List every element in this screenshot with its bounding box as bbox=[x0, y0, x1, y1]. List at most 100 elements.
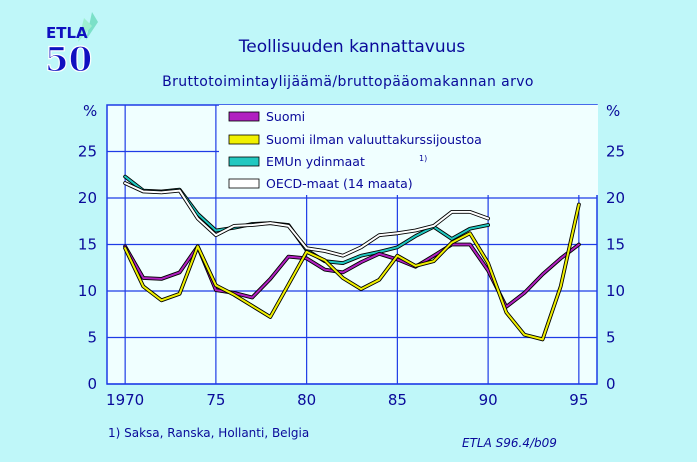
series-point-3 bbox=[214, 234, 217, 237]
series-point-0 bbox=[577, 243, 580, 246]
series-point-0 bbox=[523, 291, 526, 294]
series-point-1 bbox=[251, 304, 254, 307]
y-axis-unit-left: % bbox=[83, 102, 97, 120]
series-point-3 bbox=[305, 247, 308, 250]
series-point-2 bbox=[196, 212, 199, 215]
series-point-3 bbox=[287, 225, 290, 227]
y-tick-label-left: 0 bbox=[87, 375, 97, 393]
series-point-3 bbox=[233, 225, 235, 227]
legend-swatch-suomi bbox=[228, 111, 260, 122]
series-point-2 bbox=[414, 235, 417, 238]
series-point-1 bbox=[269, 316, 272, 318]
tick-labels: 0 0 5 5 10 10 15 15 20 20 25 25 1970 75 80 85 90 95 bbox=[78, 143, 625, 410]
series-point-0 bbox=[305, 257, 308, 260]
y-tick-label-left: 5 bbox=[87, 329, 97, 347]
x-tick-label: 1970 bbox=[106, 391, 144, 409]
series-point-1 bbox=[124, 247, 127, 250]
legend-label-oecd: OECD-maat (14 maata) bbox=[266, 176, 413, 191]
y-tick-label-right: 5 bbox=[606, 329, 616, 347]
footnote: 1) Saksa, Ranska, Hollanti, Belgia bbox=[108, 426, 309, 440]
x-tick-label: 85 bbox=[388, 391, 407, 409]
series-point-0 bbox=[142, 277, 145, 279]
series-point-2 bbox=[214, 229, 217, 232]
series-point-3 bbox=[142, 190, 145, 193]
y-tick-label-right: 0 bbox=[606, 375, 616, 393]
series-point-2 bbox=[342, 262, 344, 264]
series-point-2 bbox=[360, 254, 362, 257]
series-point-1 bbox=[559, 285, 562, 288]
series-point-1 bbox=[287, 283, 290, 286]
series-point-0 bbox=[178, 271, 181, 274]
series-point-1 bbox=[469, 232, 471, 235]
y-tick-label-right: 20 bbox=[606, 189, 625, 207]
series-point-1 bbox=[577, 203, 580, 206]
series-point-1 bbox=[523, 333, 526, 336]
series-point-3 bbox=[360, 246, 362, 249]
y-tick-label-left: 20 bbox=[78, 189, 97, 207]
y-tick-label-right: 10 bbox=[606, 282, 625, 300]
series-point-1 bbox=[360, 288, 362, 291]
etla-logo: ETLA 50 bbox=[44, 12, 98, 81]
series-point-1 bbox=[505, 311, 508, 314]
series-point-0 bbox=[342, 271, 344, 274]
series-point-0 bbox=[287, 255, 290, 258]
y-tick-label-right: 15 bbox=[606, 236, 625, 254]
legend-box bbox=[219, 105, 598, 195]
series-point-3 bbox=[469, 211, 471, 213]
series-point-3 bbox=[251, 224, 254, 226]
series-point-3 bbox=[487, 217, 490, 220]
series-point-1 bbox=[378, 278, 381, 281]
series-point-0 bbox=[214, 289, 217, 291]
series-point-0 bbox=[432, 254, 435, 257]
source-label: ETLA S96.4/b09 bbox=[462, 436, 557, 450]
series-point-1 bbox=[160, 299, 163, 302]
series-point-1 bbox=[323, 259, 326, 262]
legend-footnote-ref: 1) bbox=[419, 154, 427, 163]
legend-swatch-suomi-ilman bbox=[228, 134, 260, 145]
series-point-0 bbox=[559, 257, 562, 260]
series-point-0 bbox=[160, 278, 163, 280]
series-point-3 bbox=[342, 254, 344, 257]
y-tick-label-left: 25 bbox=[78, 143, 97, 161]
legend: Suomi Suomi ilman valuuttakurssijoustoa … bbox=[219, 105, 598, 195]
chart-subtitle: Bruttotoimintaylijäämä/bruttopääomakanna… bbox=[162, 74, 534, 90]
series-point-1 bbox=[487, 262, 490, 264]
series-point-1 bbox=[196, 245, 199, 248]
series-point-3 bbox=[432, 225, 435, 227]
x-tick-label: 90 bbox=[479, 391, 498, 409]
series-line-1 bbox=[124, 203, 580, 341]
x-tick-label: 80 bbox=[297, 391, 316, 409]
series-point-2 bbox=[469, 227, 471, 230]
series-point-2 bbox=[396, 246, 399, 249]
series-point-3 bbox=[450, 211, 453, 213]
x-tick-label: 75 bbox=[206, 391, 225, 409]
logo-text-top: ETLA bbox=[46, 24, 88, 42]
chart-title: Teollisuuden kannattavuus bbox=[238, 37, 466, 57]
y-tick-label-left: 10 bbox=[78, 282, 97, 300]
series-point-0 bbox=[487, 269, 490, 272]
legend-swatch-emu bbox=[228, 156, 260, 167]
series-point-3 bbox=[396, 232, 399, 235]
series-point-3 bbox=[269, 222, 272, 225]
series-point-3 bbox=[414, 229, 417, 232]
series-point-0 bbox=[269, 278, 272, 280]
series-point-2 bbox=[487, 224, 490, 226]
y-tick-label-left: 15 bbox=[78, 236, 97, 254]
series-point-1 bbox=[305, 251, 308, 253]
series-point-0 bbox=[378, 252, 381, 255]
series-point-1 bbox=[342, 277, 344, 279]
legend-label-suomi: Suomi bbox=[266, 109, 305, 124]
series-point-3 bbox=[196, 217, 199, 220]
series-point-1 bbox=[178, 292, 181, 295]
series-point-1 bbox=[432, 260, 435, 263]
series-lines bbox=[123, 174, 581, 342]
series-point-3 bbox=[160, 191, 163, 194]
logo-text-bottom: 50 bbox=[45, 40, 92, 80]
series-point-1 bbox=[541, 338, 544, 341]
y-axis-unit-right: % bbox=[606, 102, 620, 120]
series-point-0 bbox=[469, 243, 471, 246]
legend-label-emu: EMUn ydinmaat bbox=[266, 154, 365, 169]
series-point-1 bbox=[233, 293, 235, 296]
